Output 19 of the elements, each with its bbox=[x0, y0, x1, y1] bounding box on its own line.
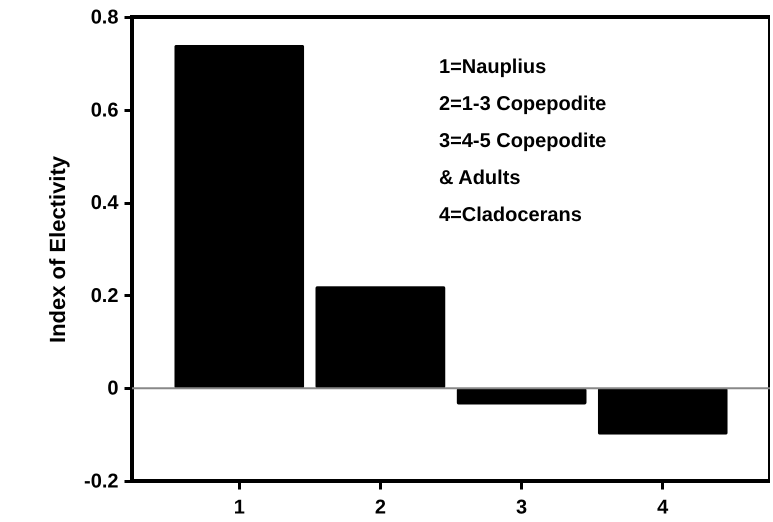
annotation: 2=1-3 Copepodite bbox=[439, 93, 606, 115]
y-tick-label: -0.2 bbox=[84, 470, 118, 492]
y-axis-title: Index of Electivity bbox=[45, 155, 70, 344]
bar bbox=[174, 44, 304, 388]
y-tick-label: 0 bbox=[107, 378, 118, 400]
x-tick-label: 3 bbox=[516, 496, 528, 518]
annotation: 1=Nauplius bbox=[439, 56, 546, 78]
x-tick-label: 2 bbox=[374, 496, 386, 518]
annotation: 3=4-5 Copepodite & Adults bbox=[439, 130, 606, 189]
y-tick-label: 0.8 bbox=[90, 6, 118, 28]
y-tick-label: 0.4 bbox=[90, 192, 120, 214]
x-tick-label: 1 bbox=[234, 496, 245, 518]
bar bbox=[598, 388, 728, 435]
y-tick-label: 0.2 bbox=[90, 284, 118, 307]
y-tick-label: 0.6 bbox=[90, 99, 118, 122]
bar bbox=[315, 286, 446, 388]
annotation: 4=Cladocerans bbox=[439, 204, 582, 226]
x-tick-label: 4 bbox=[657, 496, 670, 518]
bar bbox=[456, 388, 587, 404]
